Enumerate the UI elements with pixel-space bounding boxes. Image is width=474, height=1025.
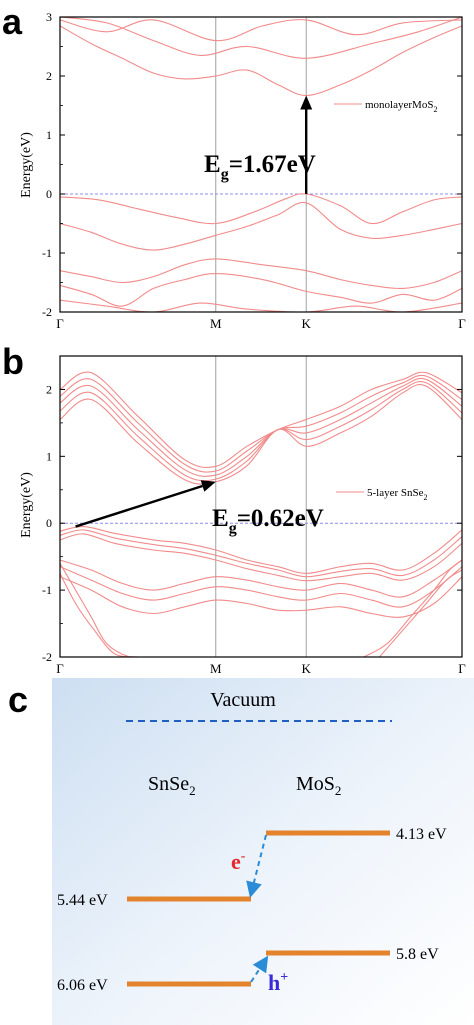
band-gap-arrow-shaft <box>75 484 203 528</box>
panel-letter-a: a <box>2 1 23 42</box>
band-line-5 <box>60 201 462 251</box>
y-tick-label: 0 <box>46 516 52 530</box>
x-tick-label: M <box>210 661 222 675</box>
band-gap-annotation: Eg=0.62eV <box>212 505 324 537</box>
y-axis-label: Energy(eV) <box>19 132 34 198</box>
hole-transfer-arrow <box>250 955 269 983</box>
plot-frame <box>59 355 463 658</box>
y-tick-label: -1 <box>42 583 52 597</box>
band-line-10 <box>60 566 462 608</box>
x-tick-label: Γ <box>56 316 64 330</box>
y-tick-label: 1 <box>46 449 52 463</box>
right-material-label: MoS2 <box>296 773 341 798</box>
svg-text:monolayerMoS2: monolayerMoS2 <box>365 99 437 114</box>
band-line-12 <box>60 563 177 657</box>
vacuum-label: Vacuum <box>210 689 276 711</box>
left-cb-value: 5.44 eV <box>57 892 108 909</box>
y-tick-label: 2 <box>46 382 52 396</box>
y-tick-label: 0 <box>46 187 52 201</box>
band-line-15 <box>378 569 462 657</box>
band-line-4 <box>60 381 462 482</box>
legend: monolayerMoS2 <box>334 99 437 114</box>
electron-label: e- <box>231 849 246 874</box>
band-gap-arrow-head <box>200 480 216 492</box>
y-tick-label: 2 <box>46 69 52 83</box>
legend-label: monolayerMoS <box>365 99 433 111</box>
band-alignment-diagram: Vacuum SnSe2 MoS2 4.13 eV 5.44 eV 5.8 eV… <box>52 678 474 1025</box>
y-tick-label: 1 <box>46 128 52 142</box>
band-line-6 <box>60 526 462 574</box>
x-tick-label: M <box>210 316 222 330</box>
band-gap-annotation: Eg=1.67eV <box>204 151 316 183</box>
legend-label: 5-layer SnSe <box>367 487 424 499</box>
x-tick-label: Γ <box>458 661 466 675</box>
svg-text:5-layer SnSe2: 5-layer SnSe2 <box>367 487 428 502</box>
right-vb-value: 5.8 eV <box>396 946 439 963</box>
band-line-7 <box>60 273 462 307</box>
y-axis-label: Energy(eV) <box>19 472 34 538</box>
band-line-5 <box>60 383 462 485</box>
legend-label-sub: 2 <box>433 105 437 114</box>
band-line-8 <box>60 533 462 582</box>
x-tick-label: K <box>301 316 311 330</box>
x-tick-label: Γ <box>56 661 64 675</box>
band-line-8 <box>60 299 462 312</box>
band-line-4 <box>60 193 462 225</box>
bands <box>60 371 462 657</box>
electron-transfer-arrow <box>246 834 267 898</box>
hole-label: h+ <box>268 970 288 995</box>
band-line-9 <box>60 559 462 598</box>
band-line-14 <box>363 559 462 657</box>
band-line-11 <box>60 576 462 618</box>
left-material-label: SnSe2 <box>148 773 196 798</box>
band-line-13 <box>60 573 138 657</box>
y-tick-label: -2 <box>42 650 52 664</box>
y-tick-label: -1 <box>42 246 52 260</box>
band-line-7 <box>60 529 462 578</box>
legend-label-sub: 2 <box>424 493 428 502</box>
left-vb-value: 6.06 eV <box>57 977 108 994</box>
legend: 5-layer SnSe2 <box>336 487 428 502</box>
bands <box>60 17 462 312</box>
y-tick-label: 3 <box>46 10 52 24</box>
right-cb-value: 4.13 eV <box>396 826 447 843</box>
x-tick-label: Γ <box>458 316 466 330</box>
band-gap-arrow-head <box>300 95 313 110</box>
band-line-6 <box>60 258 462 290</box>
y-tick-label: -2 <box>42 305 52 319</box>
band-line-1 <box>60 25 462 97</box>
diagram-background <box>52 678 474 1025</box>
x-tick-label: K <box>301 661 311 675</box>
band-line-2 <box>60 17 462 59</box>
panel-letter-b: b <box>2 341 24 382</box>
band-line-3 <box>60 19 462 42</box>
panel-letter-c: c <box>8 679 29 720</box>
